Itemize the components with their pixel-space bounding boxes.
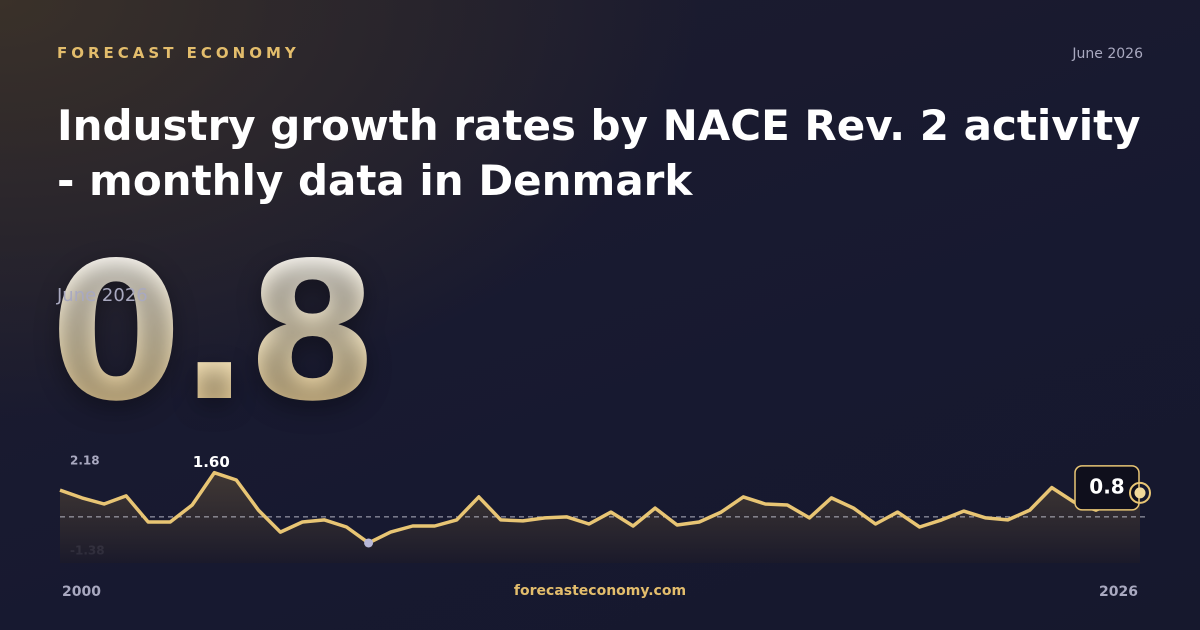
x-tick-label: 2000 xyxy=(62,584,101,600)
y-tick-label: 2.18 xyxy=(70,454,100,468)
last-label: 0.8 xyxy=(1089,474,1124,498)
last-point xyxy=(1134,487,1146,499)
headline-value: 0.8 xyxy=(50,222,379,443)
area xyxy=(60,472,1140,563)
headline-date: June 2026 xyxy=(57,285,148,306)
title: Industry growth rates by NACE Rev. 2 act… xyxy=(57,101,1141,205)
line xyxy=(59,470,1141,545)
footer: forecasteconomy.com xyxy=(513,583,687,599)
last-point-ring xyxy=(1129,481,1151,504)
x-tick-label: 2026 xyxy=(1099,584,1138,600)
brand: FORECAST ECONOMY xyxy=(57,44,300,62)
max-label: 1.60 xyxy=(193,453,230,471)
date: June 2026 xyxy=(1072,46,1143,62)
min-point xyxy=(364,538,374,548)
